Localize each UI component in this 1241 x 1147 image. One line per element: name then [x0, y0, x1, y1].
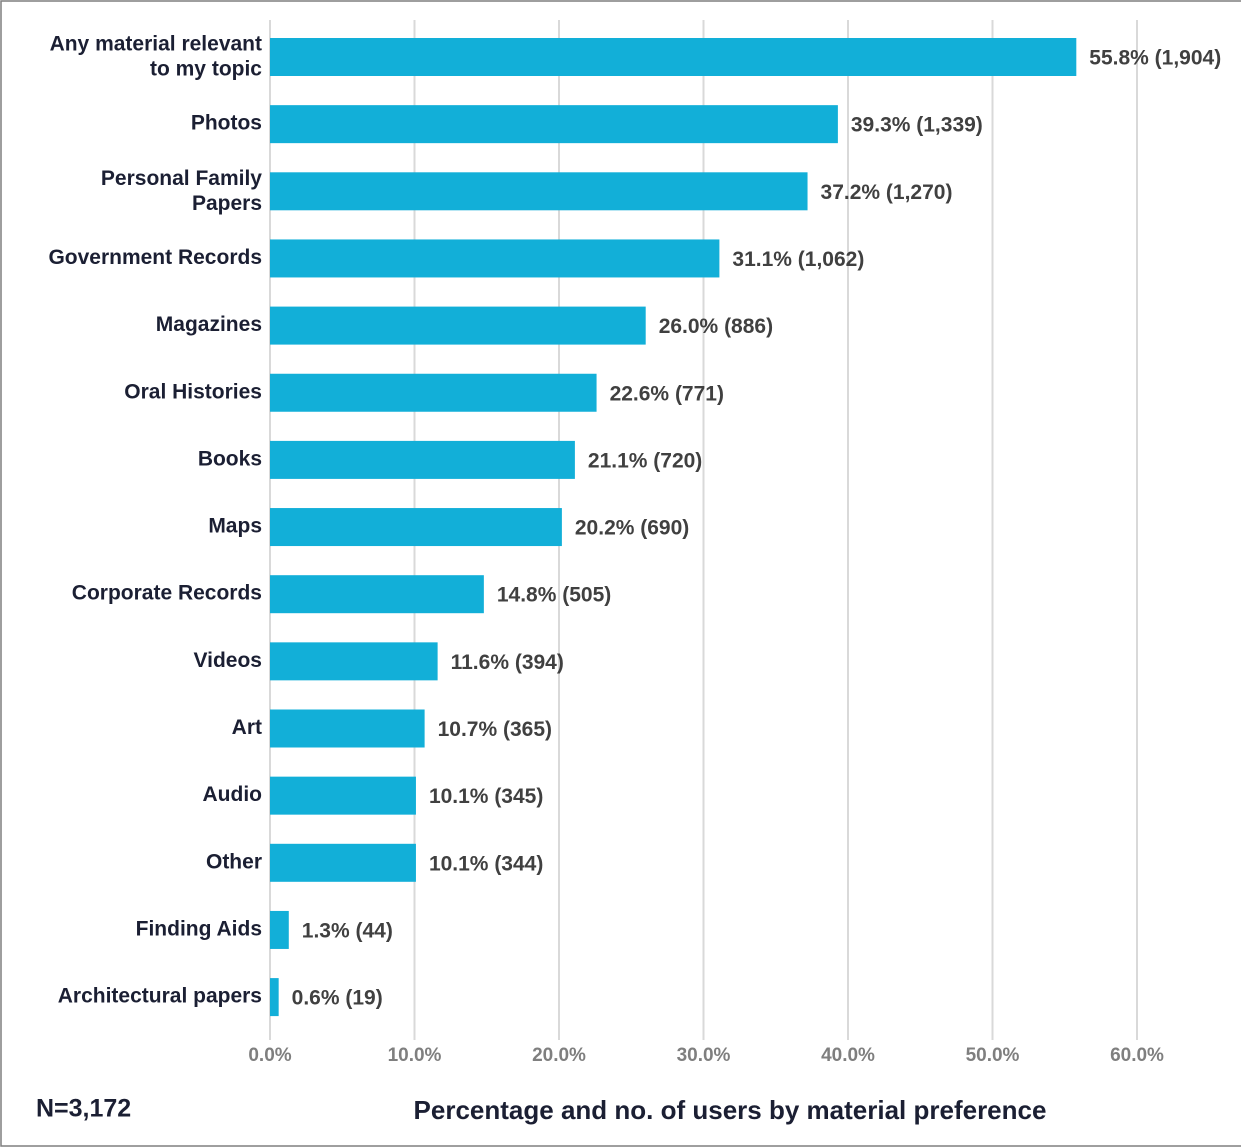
- y-tick-label: Corporate Records: [72, 582, 262, 605]
- data-label: 10.7% (365): [438, 718, 552, 741]
- data-label: 55.8% (1,904): [1089, 47, 1221, 70]
- data-label: 37.2% (1,270): [821, 181, 953, 204]
- bar: [270, 575, 484, 614]
- x-tick-label: 50.0%: [966, 1045, 1020, 1066]
- x-tick-label: 0.0%: [248, 1045, 291, 1066]
- data-label: 31.1% (1,062): [732, 248, 864, 271]
- bar: [270, 642, 438, 681]
- y-tick-label: Other: [206, 850, 262, 873]
- x-tick-label: 10.0%: [388, 1045, 442, 1066]
- y-tick-label: Architectural papers: [58, 985, 262, 1008]
- x-tick-label: 60.0%: [1110, 1045, 1164, 1066]
- bar: [270, 978, 279, 1017]
- bar: [270, 105, 838, 144]
- y-tick-label: Finding Aids: [136, 917, 262, 940]
- data-label: 26.0% (886): [659, 315, 773, 338]
- bar: [270, 440, 575, 479]
- y-tick-label: Personal Family Papers: [101, 166, 262, 214]
- y-tick-label: Photos: [191, 112, 262, 135]
- x-tick-label: 30.0%: [677, 1045, 731, 1066]
- x-tick-label: 20.0%: [532, 1045, 586, 1066]
- bar: [270, 508, 562, 547]
- bar: [270, 306, 646, 345]
- data-label: 0.6% (19): [292, 987, 383, 1010]
- x-axis-title: Percentage and no. of users by material …: [414, 1095, 1047, 1125]
- data-label: 10.1% (345): [429, 785, 543, 808]
- bar: [270, 709, 425, 748]
- bar: [270, 910, 289, 949]
- data-label: 11.6% (394): [451, 651, 564, 674]
- note: N=3,172: [36, 1095, 131, 1123]
- y-tick-label: Art: [232, 716, 262, 739]
- data-label: 20.2% (690): [575, 517, 689, 540]
- data-label: 21.1% (720): [588, 449, 702, 472]
- y-tick-label: Maps: [208, 515, 262, 538]
- data-label: 22.6% (771): [610, 382, 724, 405]
- data-label: 1.3% (44): [302, 919, 393, 942]
- y-tick-label: Books: [198, 447, 262, 470]
- data-label: 39.3% (1,339): [851, 114, 983, 137]
- x-tick-label: 40.0%: [821, 1045, 875, 1066]
- y-tick-label: Oral Histories: [124, 380, 262, 403]
- y-tick-label: Magazines: [156, 313, 262, 336]
- bar: [270, 843, 416, 882]
- y-tick-label: Audio: [203, 783, 262, 806]
- bar: [270, 239, 720, 278]
- y-tick-label: Videos: [194, 649, 262, 672]
- bar: [270, 38, 1077, 76]
- data-label: 10.1% (344): [429, 852, 543, 875]
- bar: [270, 776, 416, 815]
- bar: [270, 373, 597, 412]
- data-label: 14.8% (505): [497, 584, 611, 607]
- y-tick-label: Government Records: [48, 246, 262, 269]
- bar: [270, 172, 808, 211]
- y-tick-label: Any material relevant to my topic: [50, 32, 263, 80]
